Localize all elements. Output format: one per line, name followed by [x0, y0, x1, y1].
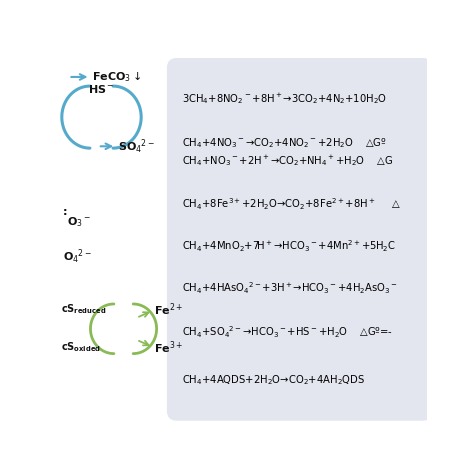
Text: cS$_{\mathregular{reduced}}$: cS$_{\mathregular{reduced}}$: [61, 302, 107, 316]
Text: CH$_4$+4HAsO$_4$$^{2-}$+3H$^+$→HCO$_3$$^-$+4H$_2$AsO$_3$$^-$: CH$_4$+4HAsO$_4$$^{2-}$+3H$^+$→HCO$_3$$^…: [182, 281, 398, 296]
Text: HS$^-$: HS$^-$: [88, 83, 114, 95]
Text: Fe$^{3+}$: Fe$^{3+}$: [154, 340, 183, 356]
Text: CH$_4$+4MnO$_2$+7H$^+$→HCO$_3$$^-$+4Mn$^{2+}$+5H$_2$C: CH$_4$+4MnO$_2$+7H$^+$→HCO$_3$$^-$+4Mn$^…: [182, 239, 396, 255]
Text: 3CH$_4$+8NO$_2$$^-$+8H$^+$→3CO$_2$+4N$_2$+10H$_2$O: 3CH$_4$+8NO$_2$$^-$+8H$^+$→3CO$_2$+4N$_2…: [182, 91, 388, 106]
Text: CH$_4$+4NO$_3$$^-$→CO$_2$+4NO$_2$$^-$+2H$_2$O    △Gº: CH$_4$+4NO$_3$$^-$→CO$_2$+4NO$_2$$^-$+2H…: [182, 136, 387, 150]
Text: CH$_4$+SO$_4$$^{2-}$→HCO$_3$$^-$+HS$^-$+H$_2$O    △Gº=-: CH$_4$+SO$_4$$^{2-}$→HCO$_3$$^-$+HS$^-$+…: [182, 325, 393, 340]
Text: CH$_4$+8Fe$^{3+}$+2H$_2$O→CO$_2$+8Fe$^{2+}$+8H$^+$     △: CH$_4$+8Fe$^{3+}$+2H$_2$O→CO$_2$+8Fe$^{2…: [182, 197, 402, 212]
Text: CH$_4$+4AQDS+2H$_2$O→CO$_2$+4AH$_2$QDS: CH$_4$+4AQDS+2H$_2$O→CO$_2$+4AH$_2$QDS: [182, 373, 365, 387]
Text: O$_3$$^-$: O$_3$$^-$: [66, 215, 91, 229]
Text: Fe$^{2+}$: Fe$^{2+}$: [154, 301, 183, 318]
Text: O$_4$$^{2-}$: O$_4$$^{2-}$: [63, 247, 92, 266]
Text: FeCO$_3\downarrow$: FeCO$_3\downarrow$: [92, 69, 142, 83]
Text: CH$_4$+NO$_3$$^-$+2H$^+$→CO$_2$+NH$_4$$^+$+H$_2$O    △G: CH$_4$+NO$_3$$^-$+2H$^+$→CO$_2$+NH$_4$$^…: [182, 154, 393, 168]
Text: :: :: [63, 207, 67, 217]
Text: cS$_{\mathregular{oxided}}$: cS$_{\mathregular{oxided}}$: [61, 340, 101, 354]
Text: SO$_4$$^{2-}$: SO$_4$$^{2-}$: [118, 137, 155, 155]
FancyBboxPatch shape: [168, 59, 432, 420]
